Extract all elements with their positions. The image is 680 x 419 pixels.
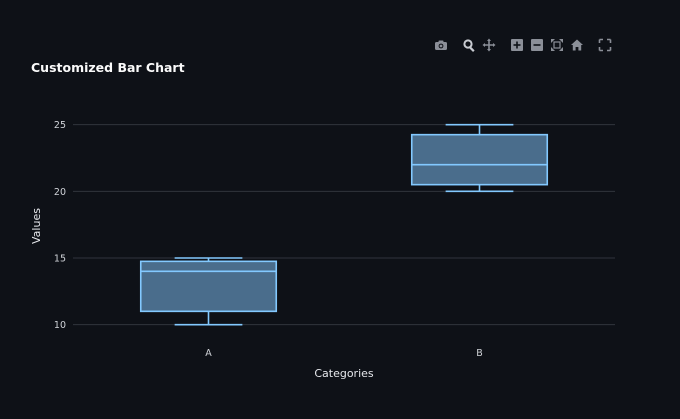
box-body bbox=[410, 133, 549, 186]
y-tick-label: 15 bbox=[54, 254, 66, 265]
boxes bbox=[139, 123, 549, 326]
pan-icon[interactable] bbox=[482, 38, 496, 52]
x-tick-label: A bbox=[205, 348, 212, 359]
fullscreen-icon[interactable] bbox=[598, 38, 612, 52]
y-tick-label: 10 bbox=[54, 320, 66, 331]
box-B bbox=[410, 123, 549, 193]
box-A bbox=[139, 257, 278, 326]
zoom-in-icon[interactable] bbox=[510, 38, 524, 52]
y-tick-label: 25 bbox=[54, 120, 66, 131]
home-icon[interactable] bbox=[570, 38, 584, 52]
x-axis-title: Categories bbox=[314, 367, 374, 380]
zoom-out-icon[interactable] bbox=[530, 38, 544, 52]
zoom-icon[interactable] bbox=[462, 38, 476, 52]
autoscale-icon[interactable] bbox=[550, 38, 564, 52]
gridlines bbox=[73, 124, 615, 326]
box-body bbox=[139, 260, 278, 313]
y-axis-title: Values bbox=[30, 208, 43, 244]
camera-icon[interactable] bbox=[434, 38, 448, 52]
chart-title: Customized Bar Chart bbox=[31, 60, 185, 75]
modebar bbox=[434, 36, 618, 54]
y-axis-ticks: 10 15 20 25 bbox=[54, 120, 66, 331]
x-tick-label: B bbox=[476, 348, 483, 359]
y-tick-label: 20 bbox=[54, 187, 66, 198]
